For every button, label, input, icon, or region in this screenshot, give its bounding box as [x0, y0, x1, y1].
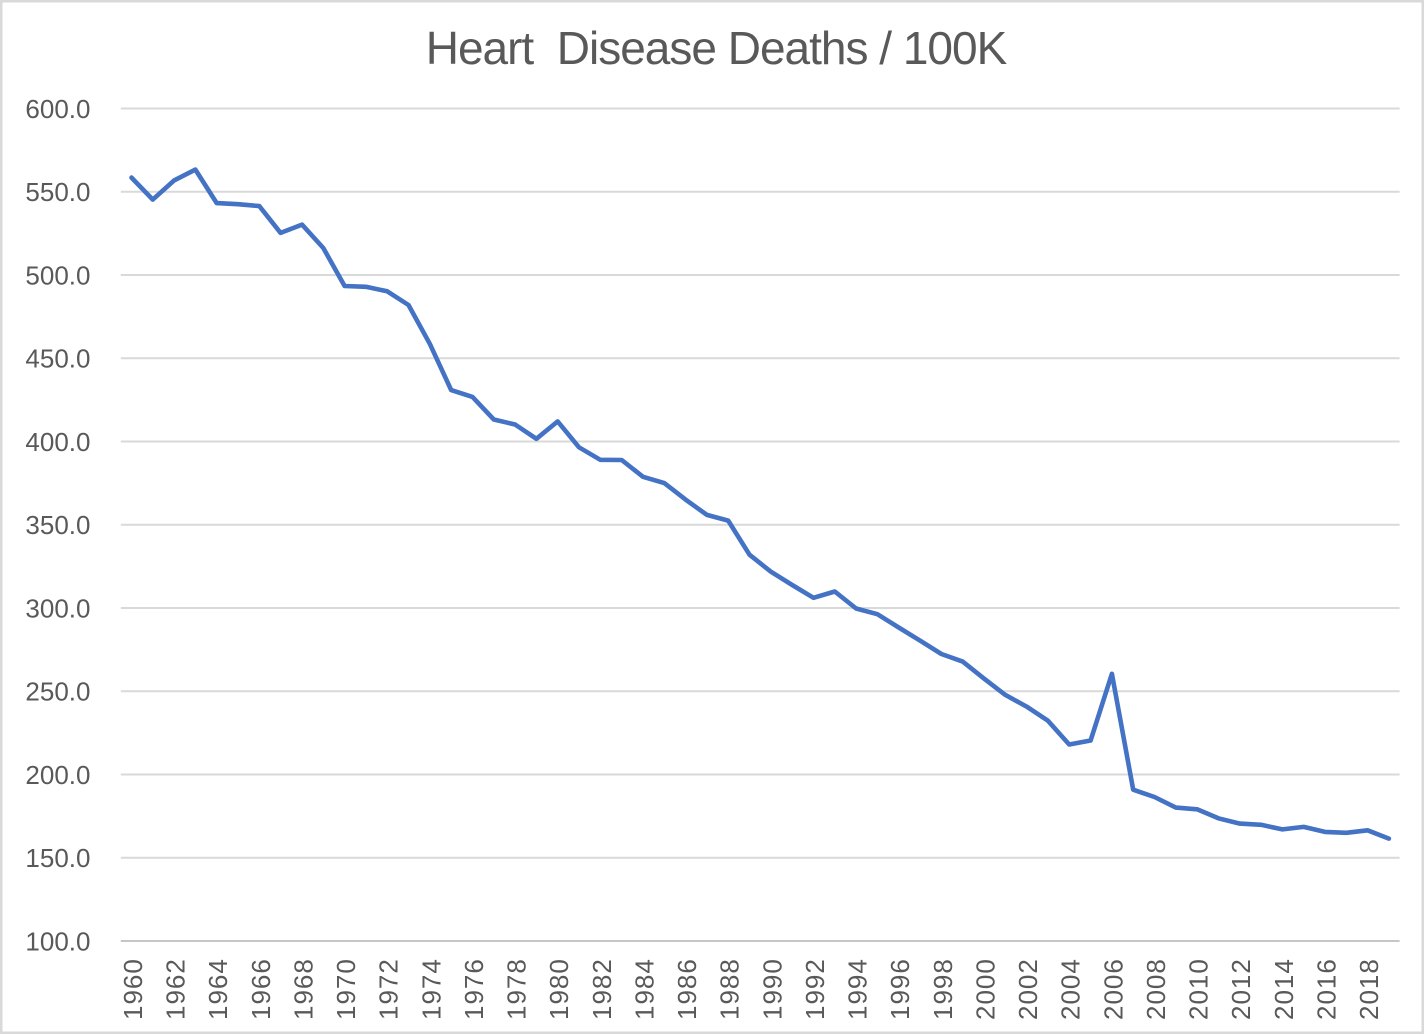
svg-text:Heart Disease Deaths / 100K: Heart Disease Deaths / 100K [426, 22, 1008, 74]
svg-text:1978: 1978 [502, 958, 532, 1020]
svg-text:2010: 2010 [1184, 958, 1214, 1020]
svg-text:1972: 1972 [374, 958, 404, 1020]
svg-text:1986: 1986 [672, 958, 702, 1020]
svg-text:2000: 2000 [971, 958, 1001, 1020]
svg-text:1974: 1974 [416, 958, 446, 1020]
svg-text:1962: 1962 [161, 958, 191, 1020]
svg-text:2002: 2002 [1013, 958, 1043, 1020]
svg-text:1960: 1960 [118, 958, 148, 1020]
svg-text:1990: 1990 [757, 958, 787, 1020]
svg-text:300.0: 300.0 [25, 593, 90, 623]
svg-text:2004: 2004 [1056, 958, 1086, 1020]
svg-text:2016: 2016 [1312, 958, 1342, 1020]
svg-text:450.0: 450.0 [25, 344, 90, 374]
svg-text:1992: 1992 [800, 958, 830, 1020]
svg-text:550.0: 550.0 [25, 177, 90, 207]
svg-text:150.0: 150.0 [25, 843, 90, 873]
svg-text:1980: 1980 [544, 958, 574, 1020]
svg-text:1966: 1966 [246, 958, 276, 1020]
svg-text:1968: 1968 [289, 958, 319, 1020]
svg-text:2008: 2008 [1141, 958, 1171, 1020]
svg-text:400.0: 400.0 [25, 427, 90, 457]
svg-text:350.0: 350.0 [25, 510, 90, 540]
svg-text:1994: 1994 [843, 958, 873, 1020]
svg-text:2018: 2018 [1354, 958, 1384, 1020]
svg-text:1976: 1976 [459, 958, 489, 1020]
svg-text:2006: 2006 [1098, 958, 1128, 1020]
svg-text:1970: 1970 [331, 958, 361, 1020]
svg-text:500.0: 500.0 [25, 260, 90, 290]
svg-text:100.0: 100.0 [25, 926, 90, 956]
svg-text:250.0: 250.0 [25, 677, 90, 707]
svg-text:1996: 1996 [885, 958, 915, 1020]
svg-text:1988: 1988 [715, 958, 745, 1020]
svg-text:2014: 2014 [1269, 958, 1299, 1020]
svg-text:1984: 1984 [630, 958, 660, 1020]
svg-text:2012: 2012 [1226, 958, 1256, 1020]
svg-text:600.0: 600.0 [25, 94, 90, 124]
svg-text:1998: 1998 [928, 958, 958, 1020]
svg-text:200.0: 200.0 [25, 760, 90, 790]
svg-text:1982: 1982 [587, 958, 617, 1020]
svg-text:1964: 1964 [203, 958, 233, 1020]
